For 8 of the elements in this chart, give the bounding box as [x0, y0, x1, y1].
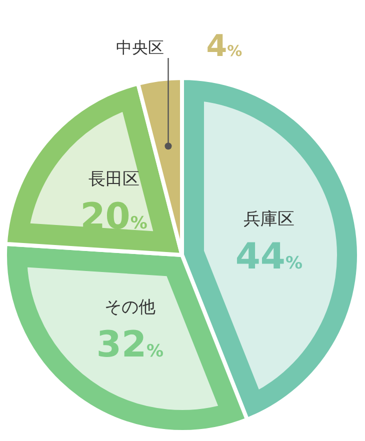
data-label: 44%: [235, 236, 303, 278]
data-label: 4%: [206, 29, 242, 64]
slice-label: 兵庫区: [243, 209, 294, 230]
data-label: 32%: [96, 324, 164, 366]
slice-label: 長田区: [88, 170, 140, 190]
slice-label: 中央区: [116, 38, 164, 57]
slice-label: その他: [104, 298, 156, 318]
data-label: 20%: [80, 196, 148, 238]
